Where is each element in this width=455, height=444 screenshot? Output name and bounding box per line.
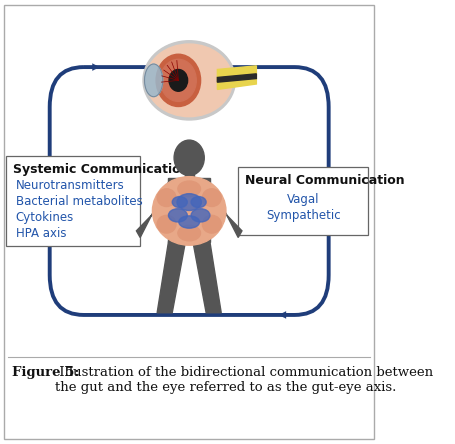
Text: Sympathetic: Sympathetic — [266, 209, 340, 222]
Polygon shape — [193, 242, 221, 313]
Ellipse shape — [177, 194, 202, 210]
Ellipse shape — [157, 215, 176, 233]
Ellipse shape — [191, 197, 206, 208]
Ellipse shape — [152, 177, 226, 245]
Text: Bacterial metabolites: Bacterial metabolites — [16, 195, 142, 208]
Bar — [185, 164, 194, 180]
Circle shape — [169, 69, 187, 91]
Ellipse shape — [145, 64, 163, 97]
Ellipse shape — [157, 189, 176, 206]
Polygon shape — [217, 74, 256, 82]
Text: Neural Communication: Neural Communication — [245, 174, 404, 187]
Text: Systemic Communication: Systemic Communication — [13, 163, 189, 176]
Polygon shape — [210, 182, 242, 238]
Polygon shape — [157, 242, 186, 313]
Ellipse shape — [146, 44, 233, 117]
Ellipse shape — [172, 197, 187, 208]
Text: HPA axis: HPA axis — [16, 227, 66, 240]
Ellipse shape — [143, 41, 235, 120]
Circle shape — [161, 59, 196, 101]
Ellipse shape — [178, 225, 201, 241]
Ellipse shape — [191, 209, 210, 222]
FancyBboxPatch shape — [238, 166, 368, 235]
Circle shape — [174, 140, 204, 175]
Text: Illustration of the bidirectional communication between
the gut and the eye refe: Illustration of the bidirectional commun… — [56, 366, 434, 394]
Ellipse shape — [168, 209, 187, 222]
Bar — [168, 178, 210, 242]
Polygon shape — [136, 182, 168, 238]
Text: Figure 5:: Figure 5: — [12, 366, 79, 379]
Ellipse shape — [202, 215, 221, 233]
Text: Cytokines: Cytokines — [16, 211, 74, 224]
FancyBboxPatch shape — [5, 5, 374, 439]
Circle shape — [156, 54, 201, 107]
Polygon shape — [217, 66, 256, 89]
Text: Neurotransmitters: Neurotransmitters — [16, 179, 125, 192]
Ellipse shape — [178, 181, 201, 197]
Text: Vagal: Vagal — [287, 193, 319, 206]
FancyBboxPatch shape — [6, 155, 140, 246]
Ellipse shape — [179, 216, 200, 228]
Ellipse shape — [202, 189, 221, 206]
